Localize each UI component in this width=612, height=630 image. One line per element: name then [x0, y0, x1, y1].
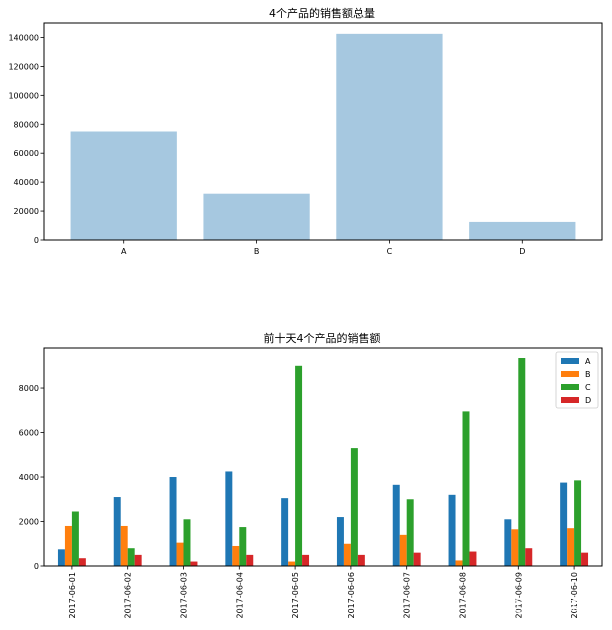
daily-bar-A	[57, 549, 65, 566]
daily-bar-D	[357, 554, 365, 566]
watermark-text: 知乎 @土豆鹿鹿	[473, 595, 597, 615]
daily-x-tick-label: 2017-06-04	[235, 572, 244, 619]
daily-x-tick-label: 2017-06-10	[570, 572, 579, 619]
daily-bar-B	[232, 545, 240, 566]
daily-bar-D	[302, 554, 310, 566]
total-x-tick-label: B	[254, 247, 260, 256]
daily-sales-bars	[57, 358, 589, 566]
total-x-tick-label: C	[387, 247, 393, 256]
daily-sales-plot-frame	[43, 347, 603, 567]
daily-bar-C	[127, 548, 135, 566]
daily-x-tick-label: 2017-06-03	[180, 572, 189, 619]
legend-label-D: D	[585, 396, 591, 405]
total-sales-bars	[70, 33, 576, 240]
total-sales-chart-title: 4个产品的销售额总量	[269, 6, 375, 20]
daily-x-tick-label: 2017-06-05	[291, 572, 300, 619]
daily-bar-A	[169, 477, 177, 566]
daily-bar-C	[574, 480, 582, 566]
daily-bar-A	[448, 494, 456, 566]
daily-bar-B	[176, 542, 184, 566]
total-y-tick-label: 120000	[8, 62, 39, 71]
daily-bar-C	[518, 358, 526, 566]
daily-bar-D	[413, 552, 421, 566]
daily-bar-C	[71, 511, 79, 566]
total-bar-B	[203, 193, 310, 240]
total-y-tick-label: 80000	[14, 120, 39, 129]
daily-y-tick-label: 2000	[19, 518, 39, 527]
daily-y-tick-label: 8000	[19, 384, 39, 393]
daily-bar-B	[120, 525, 128, 566]
legend-swatch-A	[561, 358, 579, 364]
total-x-tick-label: A	[121, 247, 127, 256]
daily-bar-B	[64, 525, 72, 566]
daily-sales-chart: 前十天4个产品的销售额 2017-06-01 2017-06-02 2017-06-…	[19, 331, 603, 619]
total-y-tick-label: 140000	[8, 33, 39, 42]
total-y-tick-label: 0	[34, 236, 39, 245]
daily-bar-C	[406, 499, 414, 566]
daily-y-tick-label: 4000	[19, 473, 39, 482]
daily-bar-D	[581, 552, 589, 566]
daily-y-tick-label: 0	[34, 562, 39, 571]
daily-bar-B	[455, 560, 463, 566]
total-y-tick-label: 60000	[14, 149, 39, 158]
total-y-tick-label: 20000	[14, 207, 39, 216]
daily-bar-C	[239, 527, 247, 566]
total-bar-D	[469, 221, 576, 240]
daily-bar-D	[78, 558, 86, 566]
daily-y-tick-label: 6000	[19, 429, 39, 438]
daily-bar-A	[113, 497, 121, 566]
daily-bar-A	[225, 471, 233, 566]
daily-bar-B	[343, 543, 351, 566]
daily-bar-D	[525, 548, 533, 566]
legend-swatch-C	[561, 384, 579, 390]
daily-bar-D	[246, 554, 254, 566]
daily-bar-D	[134, 554, 142, 566]
daily-sales-x-ticks: 2017-06-01 2017-06-02 2017-06-03 2017-06-04…	[68, 566, 579, 619]
daily-bar-B	[288, 561, 296, 566]
daily-sales-chart-title: 前十天4个产品的销售额	[264, 331, 381, 345]
daily-x-tick-label: 2017-06-09	[514, 572, 523, 619]
total-sales-chart: 4个产品的销售额总量 A B C D 0 20000 40000 60000 80000 100…	[8, 6, 603, 256]
daily-bar-D	[469, 551, 477, 566]
total-bar-A	[70, 131, 177, 240]
legend-box	[555, 351, 599, 409]
total-bar-C	[336, 33, 443, 240]
daily-bar-A	[336, 517, 344, 566]
daily-sales-y-ticks: 0 2000 4000 6000 8000	[19, 384, 44, 571]
daily-bar-B	[567, 528, 575, 566]
daily-x-tick-label: 2017-06-08	[459, 572, 468, 619]
total-sales-plot-frame	[43, 22, 603, 241]
daily-x-tick-label: 2017-06-01	[68, 572, 77, 619]
daily-bar-D	[190, 561, 198, 566]
total-y-tick-label: 40000	[14, 178, 39, 187]
daily-bar-A	[281, 498, 289, 566]
daily-bar-C	[295, 365, 303, 566]
daily-bar-C	[350, 448, 358, 566]
daily-bar-A	[504, 519, 512, 566]
legend-label-C: C	[585, 383, 591, 392]
daily-bar-A	[560, 482, 568, 566]
total-sales-y-ticks: 0 20000 40000 60000 80000 100000 120000 140000	[8, 33, 44, 245]
daily-bar-B	[399, 534, 407, 566]
legend-swatch-D	[561, 397, 579, 403]
daily-bar-A	[392, 484, 400, 566]
daily-bar-B	[511, 529, 519, 566]
total-sales-x-ticks: A B C D	[121, 240, 525, 256]
daily-x-tick-label: 2017-06-06	[347, 572, 356, 619]
legend-label-A: A	[585, 357, 591, 366]
total-y-tick-label: 100000	[8, 91, 39, 100]
daily-x-tick-label: 2017-06-02	[124, 572, 133, 619]
daily-bar-C	[183, 519, 191, 566]
daily-bar-C	[462, 411, 470, 566]
total-x-tick-label: D	[519, 247, 525, 256]
legend-swatch-B	[561, 371, 579, 377]
legend-label-B: B	[585, 370, 591, 379]
daily-x-tick-label: 2017-06-07	[403, 572, 412, 619]
